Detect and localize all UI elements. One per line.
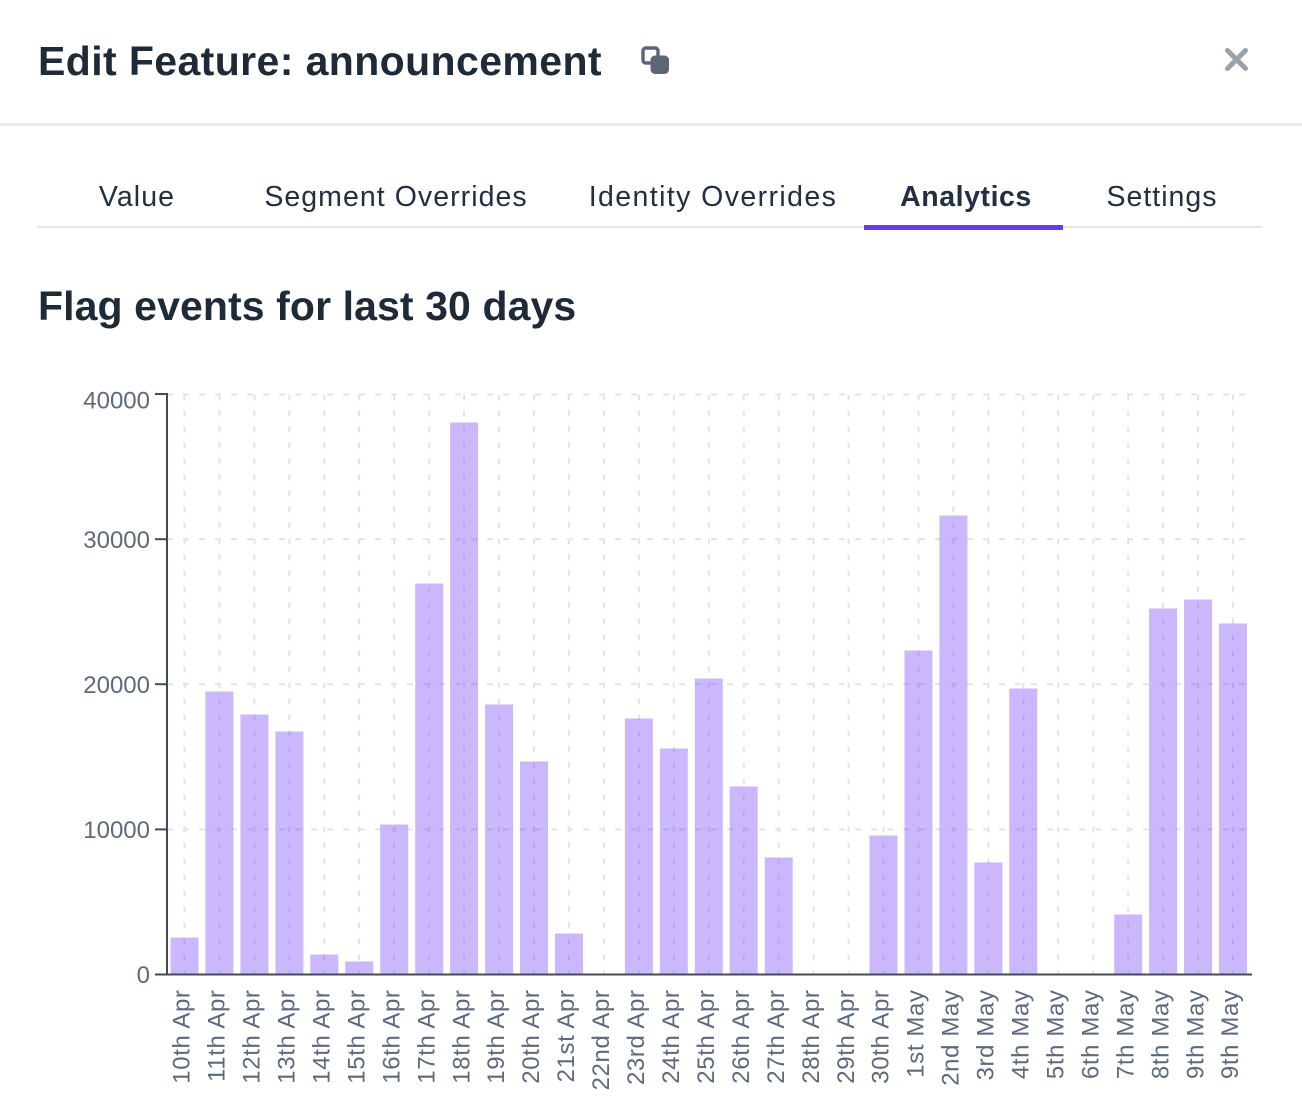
svg-text:9th May: 9th May: [1182, 990, 1209, 1080]
svg-text:25th Apr: 25th Apr: [693, 990, 720, 1084]
svg-text:2nd May: 2nd May: [938, 990, 965, 1086]
svg-text:30000: 30000: [83, 527, 150, 554]
svg-text:0: 0: [137, 962, 150, 989]
svg-text:14th Apr: 14th Apr: [309, 990, 336, 1084]
svg-text:8th May: 8th May: [1147, 990, 1174, 1080]
svg-text:23rd Apr: 23rd Apr: [623, 990, 650, 1086]
svg-text:40000: 40000: [83, 388, 150, 415]
svg-text:3rd May: 3rd May: [973, 990, 1000, 1081]
svg-text:15th Apr: 15th Apr: [343, 990, 370, 1084]
svg-text:6th May: 6th May: [1077, 990, 1104, 1080]
svg-text:26th Apr: 26th Apr: [728, 990, 755, 1084]
svg-text:21st Apr: 21st Apr: [553, 990, 580, 1083]
svg-text:17th Apr: 17th Apr: [413, 990, 440, 1084]
svg-text:11th Apr: 11th Apr: [204, 990, 231, 1082]
svg-text:5th May: 5th May: [1043, 990, 1070, 1080]
svg-text:20000: 20000: [83, 672, 150, 699]
svg-text:29th Apr: 29th Apr: [833, 990, 860, 1084]
svg-text:1st May: 1st May: [903, 990, 930, 1078]
svg-text:30th Apr: 30th Apr: [868, 990, 895, 1084]
svg-text:10th Apr: 10th Apr: [169, 990, 196, 1084]
svg-text:12th Apr: 12th Apr: [239, 990, 266, 1084]
svg-text:22nd Apr: 22nd Apr: [588, 990, 615, 1091]
svg-text:20th Apr: 20th Apr: [518, 990, 545, 1084]
svg-text:10000: 10000: [83, 817, 150, 844]
svg-text:13th Apr: 13th Apr: [274, 990, 301, 1084]
svg-text:28th Apr: 28th Apr: [798, 990, 825, 1084]
svg-text:16th Apr: 16th Apr: [378, 990, 405, 1084]
svg-text:19th Apr: 19th Apr: [483, 990, 510, 1084]
svg-text:24th Apr: 24th Apr: [658, 990, 685, 1084]
svg-text:7th May: 7th May: [1112, 990, 1139, 1080]
svg-text:9th May: 9th May: [1217, 990, 1244, 1080]
svg-text:18th Apr: 18th Apr: [448, 990, 475, 1084]
svg-text:27th Apr: 27th Apr: [763, 990, 790, 1084]
svg-text:4th May: 4th May: [1008, 990, 1035, 1080]
